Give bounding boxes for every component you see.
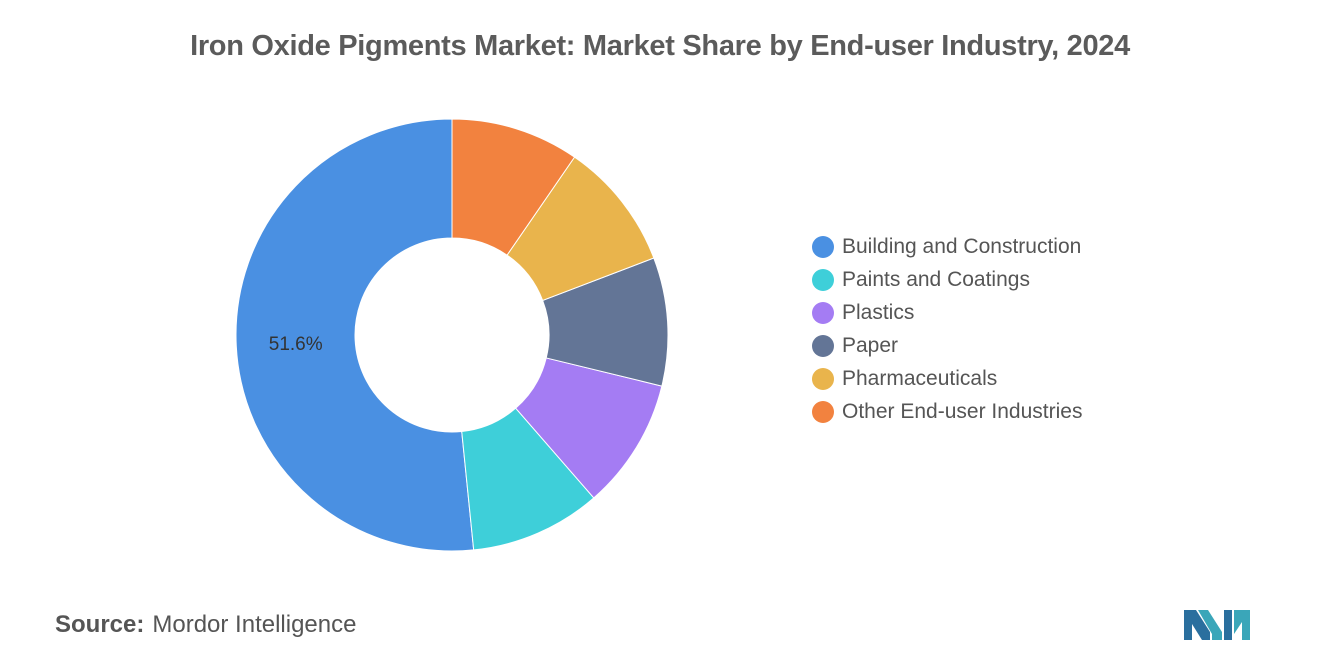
slice-building-and-construction [235, 118, 475, 552]
legend-label: Building and Construction [842, 234, 1082, 258]
legend-item: Plastics [812, 296, 1082, 329]
source-name: Mordor Intelligence [152, 611, 357, 638]
slice-other-end-user-industries [451, 118, 576, 256]
legend-swatch [812, 268, 834, 291]
legend-swatch [812, 334, 834, 357]
legend-label: Paints and Coatings [842, 267, 1030, 291]
legend-item: Other End-user Industries [812, 395, 1082, 428]
legend-item: Pharmaceuticals [812, 362, 1082, 395]
source-credit: Source: Mordor Intelligence [55, 611, 356, 639]
slice-paints-and-coatings [461, 407, 595, 551]
legend-item: Paper [812, 329, 1082, 362]
legend-swatch [812, 367, 834, 390]
mordor-intelligence-logo [1184, 610, 1250, 640]
chart-title: Iron Oxide Pigments Market: Market Share… [190, 30, 1130, 62]
legend-swatch [812, 400, 834, 423]
slice-plastics [514, 357, 663, 499]
legend-item: Building and Construction [812, 230, 1082, 263]
chart-legend: Building and Construction Paints and Coat… [812, 230, 1082, 428]
legend-label: Paper [842, 333, 899, 357]
slice-paper [541, 257, 669, 387]
legend-label: Other End-user Industries [842, 399, 1083, 423]
legend-swatch [812, 235, 834, 258]
legend-swatch [812, 301, 834, 324]
legend-label: Plastics [842, 300, 915, 324]
legend-item: Paints and Coatings [812, 263, 1082, 296]
legend-label: Pharmaceuticals [842, 366, 998, 390]
data-label: 51.6% [269, 334, 323, 355]
slice-pharmaceuticals [506, 156, 655, 302]
source-prefix: Source: [55, 611, 145, 638]
